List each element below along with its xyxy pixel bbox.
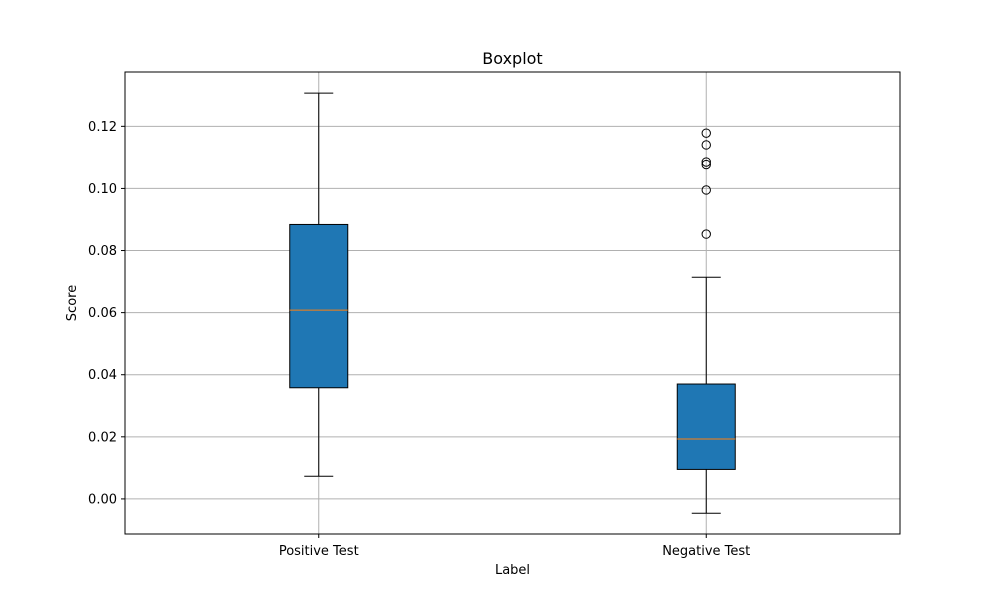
outlier-point [701, 128, 711, 138]
box-group [289, 92, 349, 477]
y-tick-label: 0.12 [88, 120, 117, 135]
chart-title: Boxplot [482, 49, 542, 68]
iqr-box [289, 223, 349, 389]
y-tick-label: 0.08 [88, 244, 117, 259]
x-tick-label: Negative Test [662, 544, 750, 559]
y-tick-label: 0.06 [88, 306, 117, 321]
y-tick-label: 0.10 [88, 182, 117, 197]
x-tick-label: Positive Test [279, 544, 359, 559]
x-axis-label: Label [495, 563, 530, 578]
y-tick-label: 0.02 [88, 430, 117, 445]
plot-frame [124, 71, 901, 535]
outlier-point [701, 157, 711, 167]
y-axis-label: Score [65, 285, 80, 321]
outlier-point [701, 140, 711, 150]
outlier-point [701, 229, 711, 239]
iqr-box [676, 383, 736, 470]
box-group [676, 128, 736, 514]
y-tick-label: 0.04 [88, 368, 117, 383]
outlier-point [701, 159, 711, 170]
axis-layer: 0.00 0.02 0.04 0.06 0.08 0.10 0.12 Positive Tes… [88, 120, 750, 559]
outlier-point [701, 185, 711, 195]
y-tick-label: 0.00 [88, 492, 117, 507]
box-layer [289, 92, 736, 514]
